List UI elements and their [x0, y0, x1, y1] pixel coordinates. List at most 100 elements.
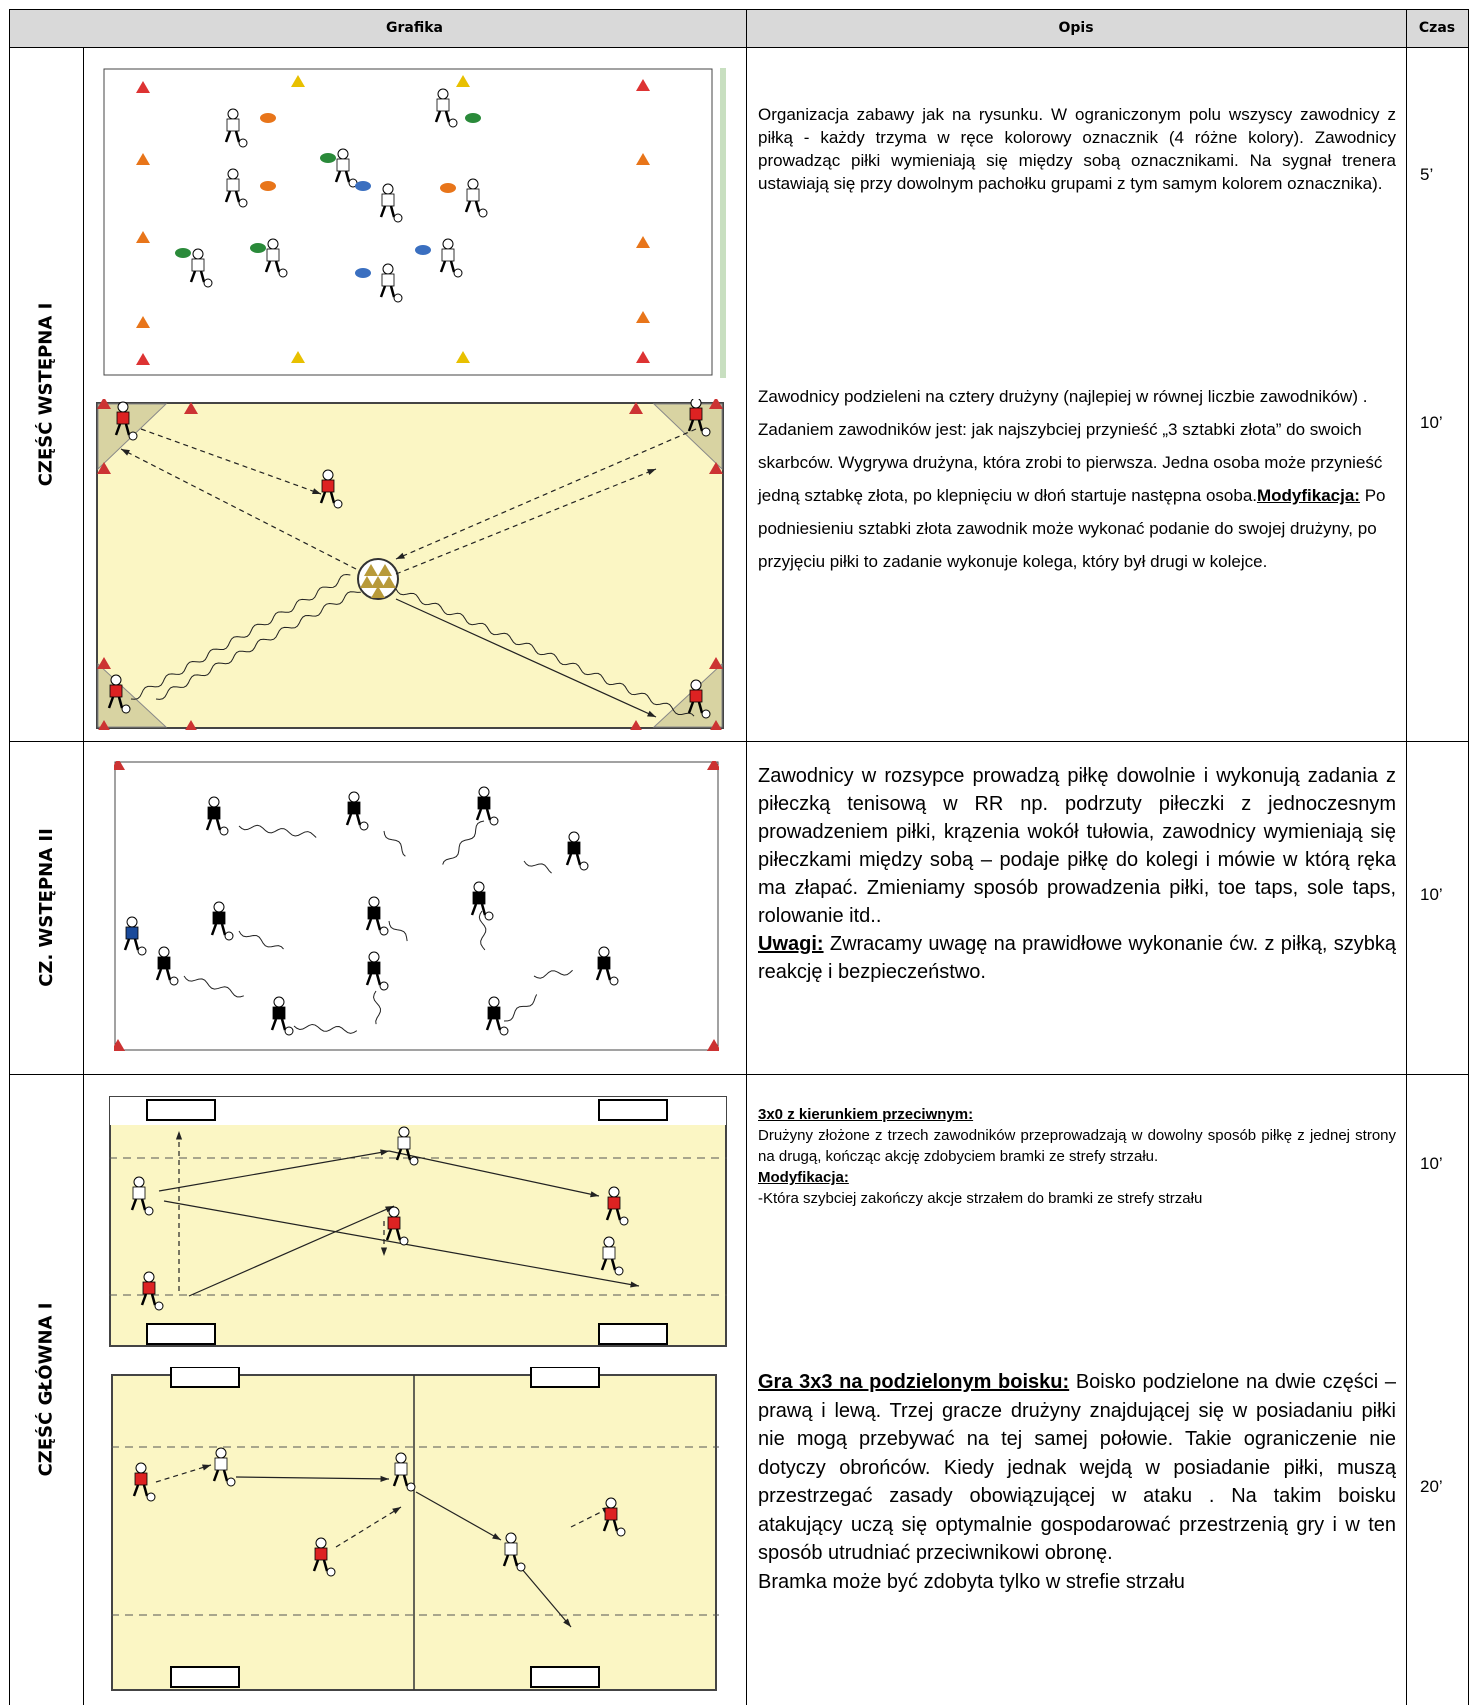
cone: [97, 462, 111, 474]
time: 10’: [1420, 1154, 1443, 1173]
player-head: [598, 946, 610, 958]
label-run: Gra 3x3 na podzielonym boisku:: [758, 1371, 1070, 1393]
player-legs: [224, 190, 241, 203]
rule: [9, 47, 1469, 48]
cone: [636, 311, 650, 323]
player-body: [109, 684, 123, 698]
marker: [355, 181, 371, 191]
player-legs: [379, 285, 396, 298]
corner-zone: [652, 403, 723, 471]
ball: [379, 926, 389, 936]
player-head: [605, 1497, 617, 1509]
section-label-text: CZ. WSTĘPNA II: [35, 828, 57, 987]
player-head: [133, 1176, 145, 1188]
cone: [291, 75, 305, 87]
player-head: [395, 1452, 407, 1464]
ball: [278, 268, 288, 278]
cone: [364, 564, 378, 576]
player-legs: [205, 818, 222, 831]
cone: [709, 462, 723, 474]
cone: [636, 236, 650, 248]
player-head: [382, 183, 394, 195]
player-body: [597, 956, 611, 970]
player-body: [142, 1281, 156, 1295]
dribble-path: [503, 994, 538, 1022]
player-body: [387, 1216, 401, 1230]
cone: [136, 353, 150, 365]
player-head: [215, 1447, 227, 1459]
field: [103, 68, 713, 376]
ball: [169, 976, 179, 986]
player-head: [368, 951, 380, 963]
player-body: [226, 178, 240, 192]
arrow-head: [202, 1464, 211, 1471]
arrow-head: [380, 1475, 389, 1482]
player-body: [207, 806, 221, 820]
player-legs: [385, 1228, 402, 1241]
player-head: [208, 796, 220, 808]
player-legs: [600, 1258, 617, 1271]
description: 3x0 z kierunkiem przeciwnym: Drużyny złoż…: [758, 1104, 1396, 1209]
player-legs: [687, 701, 704, 714]
player-body: [336, 158, 350, 172]
header-cell: Czas: [1418, 20, 1456, 36]
ball: [333, 499, 343, 509]
goal: [530, 1367, 600, 1388]
player-legs: [470, 903, 487, 916]
player-head: [368, 896, 380, 908]
player-legs: [392, 1474, 409, 1487]
pass-line: [395, 468, 657, 575]
section-label-text: CZĘŚĆ GŁÓWNA I: [35, 1302, 57, 1477]
pass-line: [140, 428, 322, 495]
ball: [448, 118, 458, 128]
player-legs: [365, 918, 382, 931]
cone: [636, 351, 650, 363]
player-legs: [270, 1018, 287, 1031]
player-head: [158, 946, 170, 958]
player-body: [132, 1186, 146, 1200]
cone: [707, 761, 719, 770]
description: Organizacja zabawy jak na rysunku. W ogr…: [758, 103, 1396, 195]
player-body: [436, 98, 450, 112]
player-body: [602, 1246, 616, 1260]
player-legs: [345, 813, 362, 826]
rule: [1406, 9, 1407, 1705]
dribble-path: [478, 910, 487, 951]
cone: [630, 720, 642, 730]
player-body: [347, 801, 361, 815]
time: 20’: [1420, 1477, 1443, 1496]
cone: [636, 79, 650, 91]
cone: [709, 657, 723, 669]
player-body: [214, 1457, 228, 1471]
cone: [136, 81, 150, 93]
section-label-text: CZĘŚĆ WSTĘPNA I: [35, 302, 57, 486]
player-legs: [155, 968, 172, 981]
player-legs: [595, 968, 612, 981]
ball: [478, 208, 488, 218]
cone: [136, 153, 150, 165]
ball: [137, 946, 147, 956]
arrow-head: [175, 1131, 183, 1140]
player-head: [505, 1532, 517, 1544]
goal: [598, 1323, 668, 1345]
arrow-head: [630, 1281, 639, 1288]
player-body: [321, 479, 335, 493]
ball: [154, 1301, 164, 1311]
player-head: [143, 1271, 155, 1283]
player-body: [367, 906, 381, 920]
goal: [598, 1099, 668, 1121]
player-legs: [212, 1469, 229, 1482]
player-head: [135, 1462, 147, 1474]
drill-graphic: [96, 399, 724, 730]
field: [96, 402, 724, 729]
dribble-path: [383, 830, 406, 857]
cone: [136, 316, 150, 328]
dribble-path: [373, 990, 381, 1025]
arrow-head: [647, 469, 656, 476]
drill-graphic: [111, 1367, 719, 1691]
arrow-head: [590, 1191, 599, 1198]
marker: [260, 181, 276, 191]
goal: [530, 1666, 600, 1688]
player-legs: [602, 1519, 619, 1532]
rule: [9, 9, 1469, 10]
